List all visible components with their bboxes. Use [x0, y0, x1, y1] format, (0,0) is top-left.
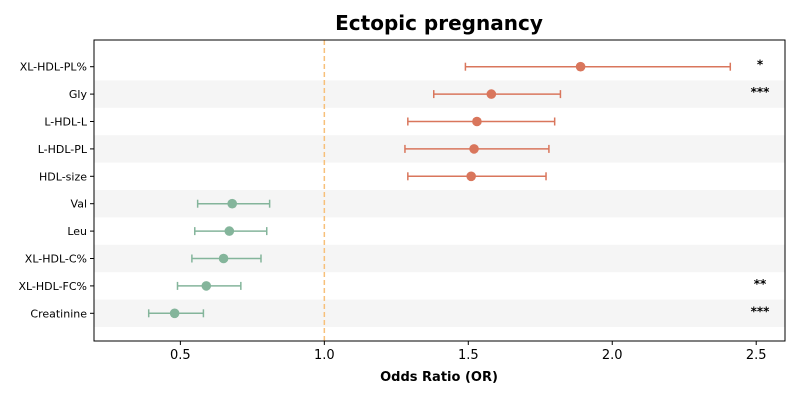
x-axis-label: Odds Ratio (OR) [380, 370, 498, 385]
chart-title: Ectopic pregnancy [335, 11, 543, 35]
or-point [227, 198, 237, 209]
significance-label: *** [751, 85, 771, 99]
data-marks: ********* [147, 58, 771, 319]
significance-label: ** [754, 277, 767, 291]
row-band [94, 299, 785, 327]
y-tick-label: L-HDL-PL [38, 143, 88, 156]
plot-frame [93, 39, 786, 342]
significance-label: *** [751, 304, 771, 318]
significance-label: * [757, 58, 764, 72]
y-tick-label: XL-HDL-C% [25, 253, 87, 266]
x-tick-label: 2.5 [746, 348, 767, 363]
x-tick-label: 1.0 [314, 348, 335, 363]
x-axis: 0.5 1.0 1.5 2.0 2.5 [170, 341, 767, 363]
x-tick-label: 1.5 [458, 348, 479, 363]
row-xl-hdl-pl-: * [464, 58, 764, 72]
y-tick-label: Leu [67, 225, 87, 238]
y-tick-label: L-HDL-L [44, 116, 88, 129]
row-leu [194, 226, 268, 236]
row-gly: *** [432, 85, 771, 99]
row-xl-hdl-fc-: ** [176, 277, 767, 291]
or-point [201, 281, 212, 291]
x-tick-label: 0.5 [170, 348, 191, 363]
or-point [169, 308, 180, 319]
y-tick-label: HDL-size [39, 170, 87, 183]
or-point [218, 253, 229, 264]
or-point [224, 226, 235, 236]
row-val [196, 198, 271, 209]
or-point [466, 171, 476, 182]
or-point [469, 144, 479, 154]
row-hdl-size [407, 171, 547, 182]
or-point [486, 89, 497, 99]
or-point [575, 61, 586, 72]
x-tick-label: 2.0 [602, 348, 623, 363]
row-xl-hdl-c- [191, 253, 262, 264]
row-l-hdl-pl [404, 144, 550, 154]
y-tick-label: Creatinine [30, 307, 87, 320]
y-tick-label: Val [71, 198, 87, 211]
or-point [472, 116, 482, 127]
y-axis: XL-HDL-PL% Gly L-HDL-L L-HDL-PL HDL-size Val L… [18, 61, 94, 320]
row-l-hdl-l [407, 116, 556, 127]
y-tick-label: XL-HDL-FC% [18, 280, 87, 293]
y-tick-label: Gly [69, 88, 88, 101]
row-creatinine: *** [147, 304, 771, 319]
y-tick-label: XL-HDL-PL% [20, 61, 87, 74]
